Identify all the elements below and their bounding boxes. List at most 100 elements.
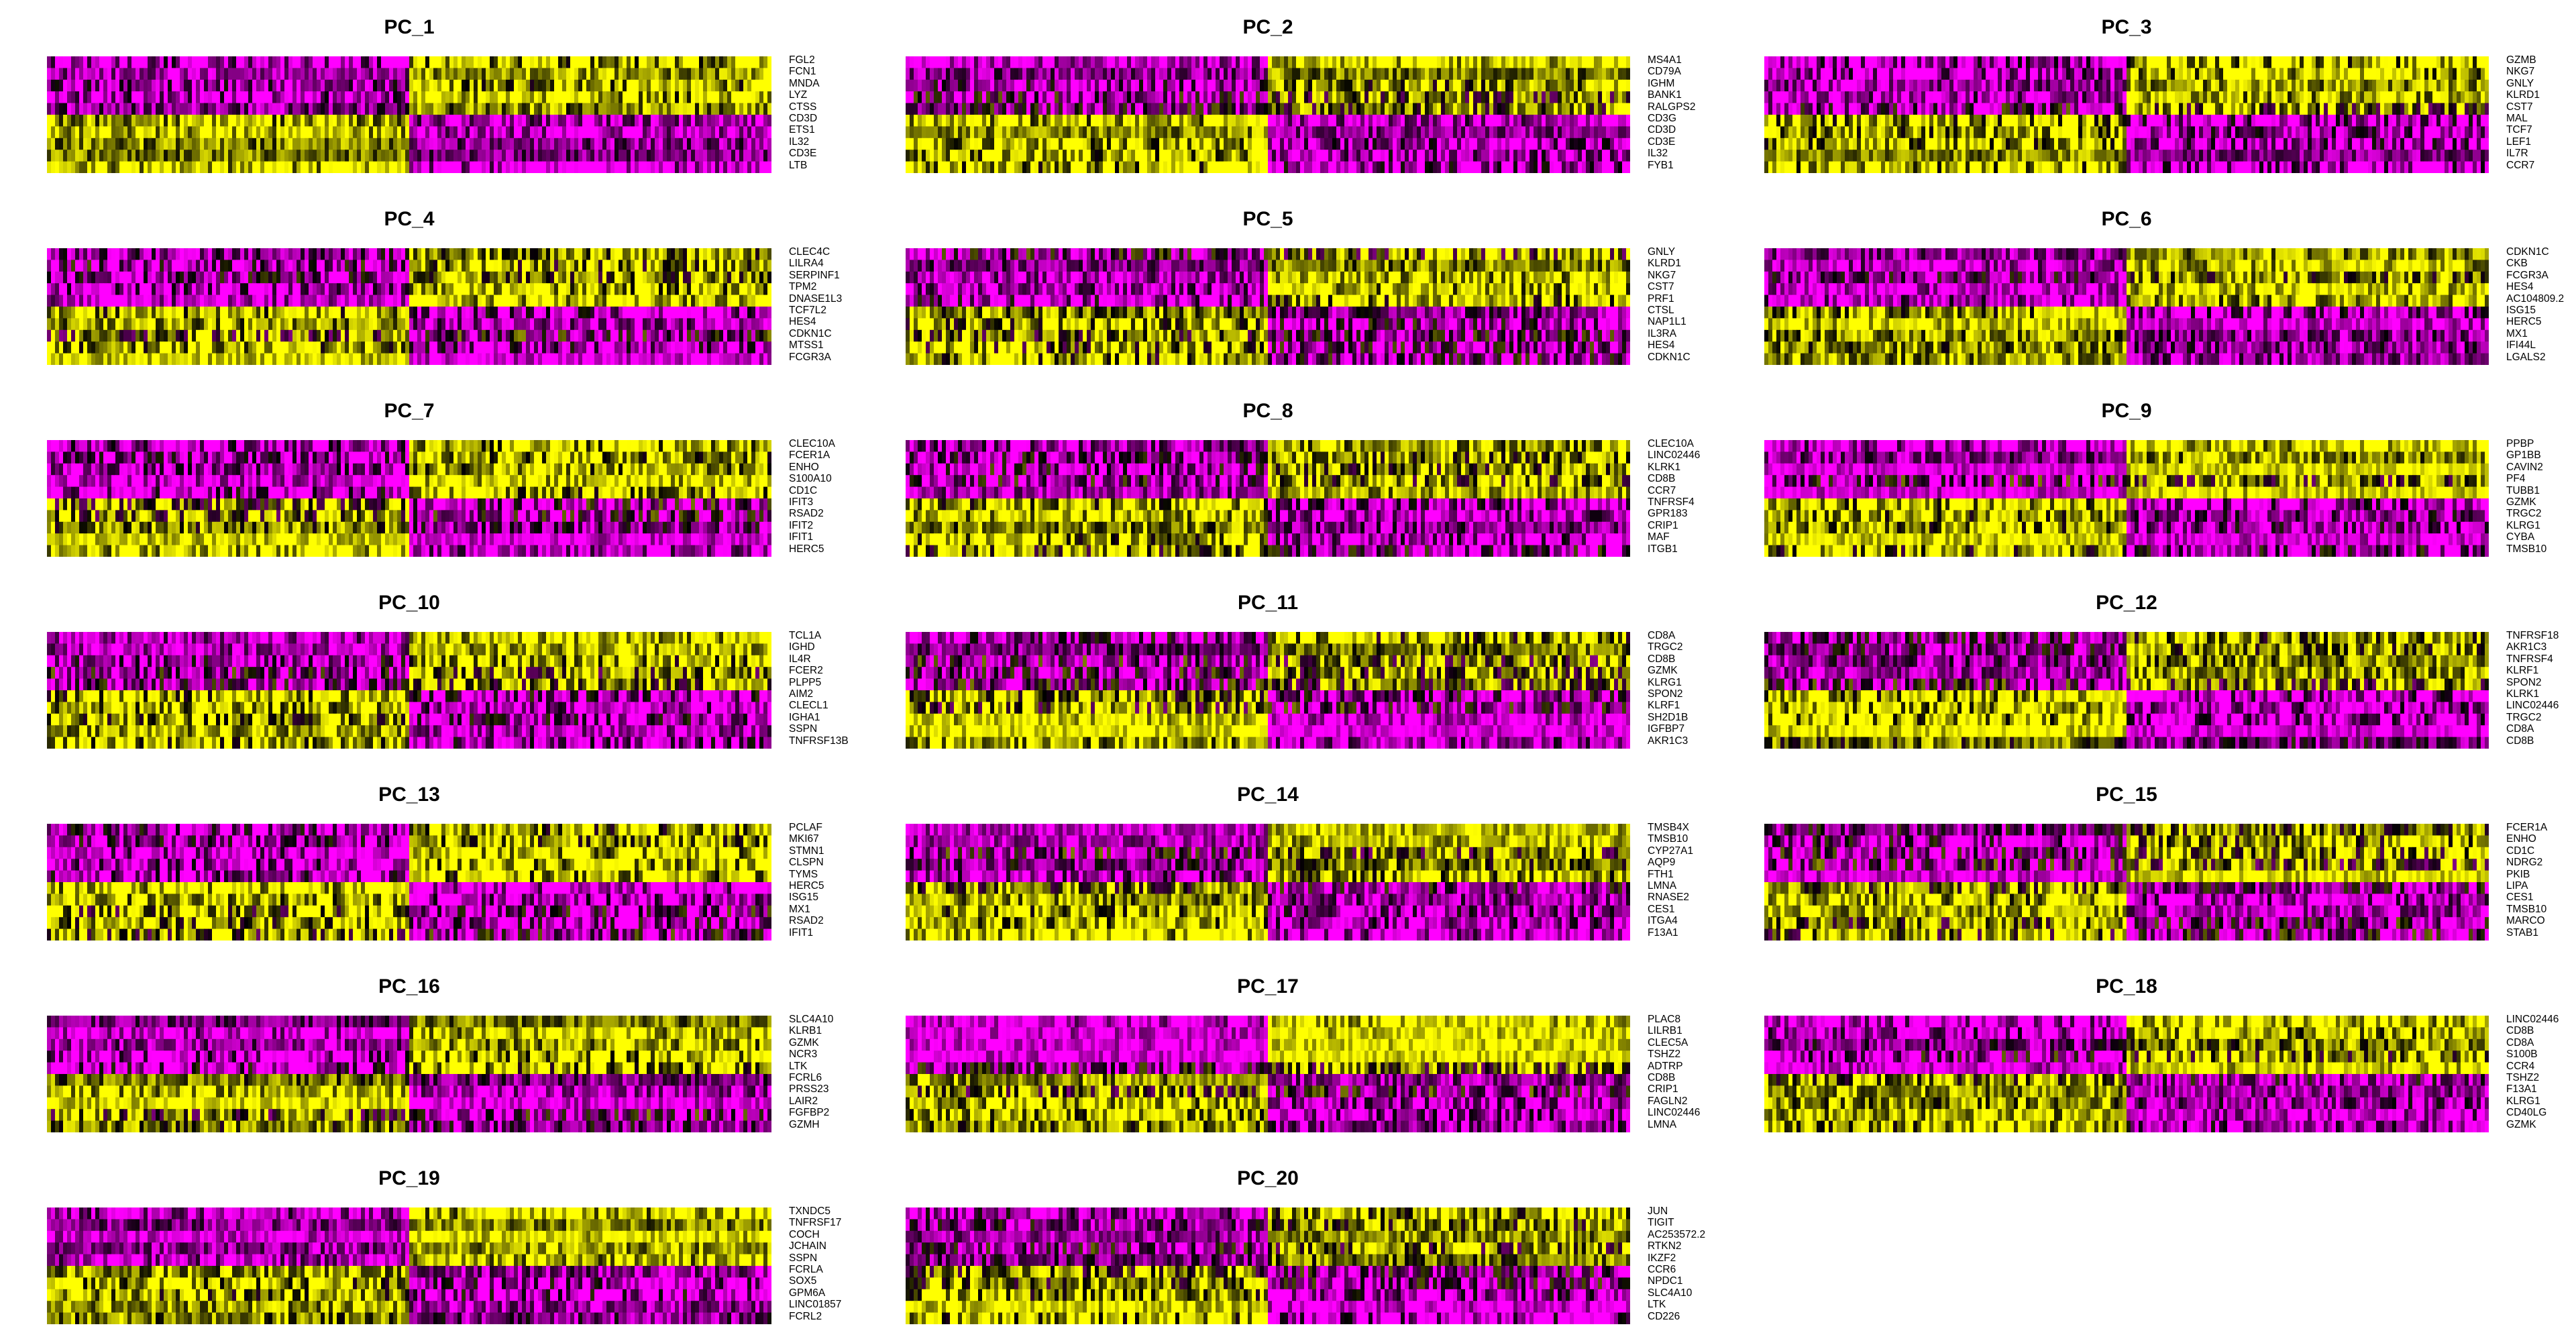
heatmap-cell	[671, 91, 676, 104]
heatmap-cell	[723, 161, 728, 173]
heatmap-cell	[224, 150, 229, 162]
heatmap-cell	[248, 138, 253, 150]
heatmap-cell	[1063, 91, 1067, 104]
heatmap-cell	[1228, 103, 1232, 115]
heatmap-cell	[602, 150, 607, 162]
heatmap-cell	[582, 91, 587, 104]
heatmap-cell	[606, 161, 611, 173]
heatmap-cell	[2408, 56, 2413, 68]
heatmap-cell	[1059, 68, 1063, 80]
heatmap-cell	[2002, 103, 2006, 115]
heatmap-cell	[1489, 138, 1494, 150]
heatmap-cell	[99, 103, 104, 115]
heatmap-cell	[2408, 126, 2413, 139]
heatmap-cell	[425, 79, 430, 92]
heatmap-cell	[1099, 115, 1104, 127]
heatmap-cell	[1014, 56, 1019, 68]
heatmap-cell	[1272, 138, 1277, 150]
heatmap-cell	[268, 138, 273, 150]
heatmap-cell	[176, 126, 180, 139]
heatmap-cell	[1784, 103, 1789, 115]
heatmap-cell	[655, 126, 659, 139]
heatmap-cell	[1921, 79, 1926, 92]
heatmap-cell	[2074, 91, 2079, 104]
heatmap-cell	[1155, 103, 1160, 115]
heatmap-cell	[309, 138, 313, 150]
heatmap-cell	[284, 161, 289, 173]
heatmap-cell	[1348, 150, 1353, 162]
heatmap-cell	[1240, 79, 1244, 92]
heatmap-cell	[1324, 138, 1329, 150]
heatmap-cell	[1203, 68, 1208, 80]
heatmap-cell	[2469, 68, 2473, 80]
heatmap-cell	[1385, 56, 1389, 68]
heatmap-cell	[994, 126, 999, 139]
heatmap-cell	[2412, 115, 2417, 127]
heatmap-cell	[103, 161, 108, 173]
heatmap-cell	[663, 115, 667, 127]
heatmap-cell	[160, 68, 164, 80]
heatmap-cell	[1191, 68, 1196, 80]
heatmap-cell	[313, 103, 317, 115]
heatmap-cell	[647, 161, 651, 173]
heatmap-cell	[1292, 79, 1297, 92]
heatmap-cell	[526, 68, 531, 80]
heatmap-cell	[2380, 91, 2385, 104]
heatmap-cell	[1517, 68, 1522, 80]
heatmap-cell	[2042, 91, 2047, 104]
heatmap-cell	[1792, 126, 1797, 139]
heatmap-cell	[486, 161, 490, 173]
heatmap-cell	[252, 161, 257, 173]
heatmap-cell	[373, 68, 378, 80]
heatmap-cell	[2243, 126, 2248, 139]
heatmap-cell	[494, 138, 498, 150]
heatmap-cell	[1622, 91, 1627, 104]
heatmap-cell	[1212, 126, 1216, 139]
heatmap-cell	[2392, 126, 2397, 139]
heatmap-cell	[1445, 68, 1450, 80]
heatmap-cell	[119, 138, 124, 150]
heatmap-cell	[1119, 68, 1124, 80]
heatmap-cell	[405, 56, 410, 68]
heatmap-cell	[2328, 79, 2332, 92]
heatmap-cell	[2428, 56, 2433, 68]
heatmap-cell	[1845, 79, 1849, 92]
heatmap-cell	[1865, 68, 1870, 80]
heatmap-cell	[1377, 126, 1381, 139]
heatmap-cell	[522, 138, 527, 150]
heatmap-cell	[51, 161, 56, 173]
heatmap-cell	[1473, 91, 1478, 104]
heatmap-cell	[594, 91, 599, 104]
heatmap-cell	[1417, 79, 1421, 92]
heatmap-cell	[1296, 115, 1301, 127]
heatmap-cell	[1127, 115, 1132, 127]
heatmap-cell	[2292, 91, 2296, 104]
heatmap-cell	[1115, 138, 1120, 150]
heatmap-cell	[144, 115, 148, 127]
heatmap-cell	[1421, 138, 1426, 150]
heatmap-cell	[462, 115, 466, 127]
heatmap-cell	[1240, 68, 1244, 80]
heatmap-cell	[91, 56, 96, 68]
heatmap-cell	[1377, 68, 1381, 80]
heatmap-cell	[683, 161, 688, 173]
heatmap-cell	[453, 115, 458, 127]
heatmap-cell	[994, 79, 999, 92]
heatmap-cell	[1853, 79, 1858, 92]
heatmap-cell	[1360, 126, 1365, 139]
heatmap-cell	[1978, 56, 1982, 68]
heatmap-cell	[1550, 126, 1554, 139]
heatmap-cell	[930, 79, 934, 92]
heatmap-cell	[353, 103, 358, 115]
heatmap-cell	[160, 91, 164, 104]
heatmap-cell	[631, 79, 635, 92]
heatmap-cell	[1352, 79, 1357, 92]
heatmap-cell	[731, 150, 736, 162]
heatmap-cell	[2006, 91, 2010, 104]
heatmap-cell	[1179, 126, 1184, 139]
heatmap-cell	[930, 91, 934, 104]
heatmap-cell	[232, 138, 237, 150]
heatmap-cell	[1562, 115, 1566, 127]
heatmap-cell	[1817, 126, 1821, 139]
heatmap-cell	[156, 68, 160, 80]
